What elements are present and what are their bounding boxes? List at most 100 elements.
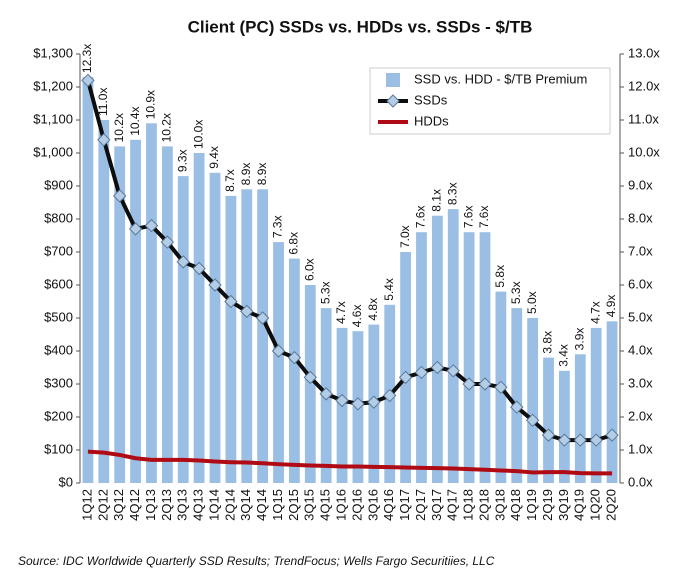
data-label: 7.3x: [271, 215, 285, 238]
legend-label: SSDs: [414, 92, 448, 107]
line-marker: [557, 433, 572, 447]
line-marker: [494, 380, 508, 395]
x-tick-label: 2Q12: [95, 489, 110, 521]
x-tick-label: 3Q12: [111, 489, 126, 521]
y2-tick-label: 4.0x: [628, 342, 653, 357]
data-label: 9.3x: [175, 149, 189, 172]
x-tick-label: 2Q18: [476, 489, 491, 521]
data-label: 10.4x: [128, 106, 142, 135]
bar: [511, 308, 523, 483]
x-tick-label: 1Q18: [461, 489, 476, 521]
y-tick-label: $200: [44, 408, 73, 423]
line-marker: [541, 428, 556, 442]
x-tick-label: 1Q19: [524, 489, 539, 521]
x-tick-label: 1Q14: [206, 489, 221, 521]
line-marker: [478, 377, 492, 391]
bar: [273, 242, 284, 483]
data-label: 5.3x: [318, 281, 332, 304]
line-marker: [255, 311, 270, 325]
y2-tick-label: 12.0x: [628, 78, 660, 93]
y-tick-label: $100: [44, 441, 73, 456]
y-tick-label: $400: [44, 342, 73, 357]
line-marker: [605, 428, 619, 442]
legend-marker: [386, 94, 400, 108]
y2-tick-label: 9.0x: [628, 177, 653, 192]
y2-tick-label: 8.0x: [628, 210, 653, 225]
bar: [606, 321, 618, 483]
line-marker: [97, 133, 111, 147]
data-label: 10.0x: [191, 120, 205, 149]
data-label: 10.2x: [112, 113, 126, 142]
data-label: 6.0x: [302, 258, 316, 281]
x-tick-label: 4Q19: [572, 489, 587, 521]
legend-label: SSD vs. HDD - $/TB Premium: [414, 71, 587, 86]
y-tick-label: $0: [59, 474, 73, 489]
x-tick-label: 1Q15: [270, 489, 285, 521]
y2-tick-label: 3.0x: [628, 375, 653, 390]
x-tick-label: 4Q14: [254, 489, 269, 521]
data-label: 4.7x: [588, 301, 602, 324]
source-note: Source: IDC Worldwide Quarterly SSD Resu…: [18, 554, 495, 568]
y2-tick-label: 7.0x: [628, 243, 653, 258]
bar: [193, 153, 205, 483]
data-label: 5.0x: [525, 291, 539, 314]
x-tick-label: 1Q17: [397, 489, 412, 521]
line-series: [87, 449, 613, 476]
data-label: 8.9x: [255, 163, 269, 186]
x-tick-label: 2Q16: [349, 489, 364, 521]
bar: [416, 232, 427, 483]
y-tick-label: $300: [44, 375, 73, 390]
x-tick-label: 4Q16: [381, 489, 396, 521]
x-tick-label: 3Q16: [365, 489, 380, 521]
bar: [241, 189, 253, 484]
bar: [161, 146, 173, 483]
y-tick-label: $1,300: [33, 45, 73, 60]
bar: [463, 232, 475, 483]
x-tick-label: 2Q19: [540, 489, 555, 521]
line-marker: [462, 377, 476, 391]
line-marker: [271, 344, 286, 358]
line-marker: [446, 364, 460, 378]
bar: [130, 139, 141, 484]
bar: [431, 215, 443, 483]
data-label: 8.9x: [239, 163, 253, 186]
line-marker: [208, 278, 222, 292]
legend-label: HDDs: [414, 113, 449, 128]
y-tick-label: $800: [44, 210, 73, 225]
bar: [479, 232, 491, 483]
line-marker: [335, 393, 349, 408]
y-tick-label: $1,200: [33, 78, 73, 93]
legend-swatch: [386, 73, 400, 87]
data-label: 3.9x: [572, 328, 586, 351]
y2-tick-label: 1.0x: [628, 441, 653, 456]
bar: [257, 189, 269, 484]
bar: [527, 318, 539, 483]
y-tick-label: $700: [44, 243, 73, 258]
line-marker: [176, 255, 190, 269]
x-tick-label: 1Q16: [333, 489, 348, 521]
data-label: 7.6x: [414, 206, 428, 229]
line-marker: [398, 370, 413, 385]
data-label: 4.9x: [604, 295, 618, 318]
x-tick-label: 2Q15: [286, 489, 301, 521]
data-label: 8.7x: [223, 169, 237, 192]
data-label: 8.3x: [445, 182, 459, 205]
data-label: 3.4x: [557, 344, 571, 367]
line-marker: [367, 395, 381, 409]
x-tick-label: 3Q14: [238, 489, 253, 521]
y2-tick-label: 2.0x: [628, 408, 653, 423]
bar: [209, 172, 221, 484]
data-label: 11.0x: [96, 88, 110, 116]
data-label: 12.3x: [80, 44, 94, 73]
data-label: 4.7x: [334, 301, 348, 324]
data-label: 5.3x: [509, 281, 523, 304]
line-marker: [287, 350, 302, 365]
line-marker: [192, 261, 206, 276]
line-marker: [589, 433, 603, 447]
y-tick-label: $500: [44, 309, 73, 324]
x-tick-label: 3Q19: [556, 489, 571, 521]
x-tick-label: 4Q17: [445, 489, 460, 521]
x-tick-label: 3Q15: [302, 489, 317, 521]
bar: [289, 258, 300, 483]
